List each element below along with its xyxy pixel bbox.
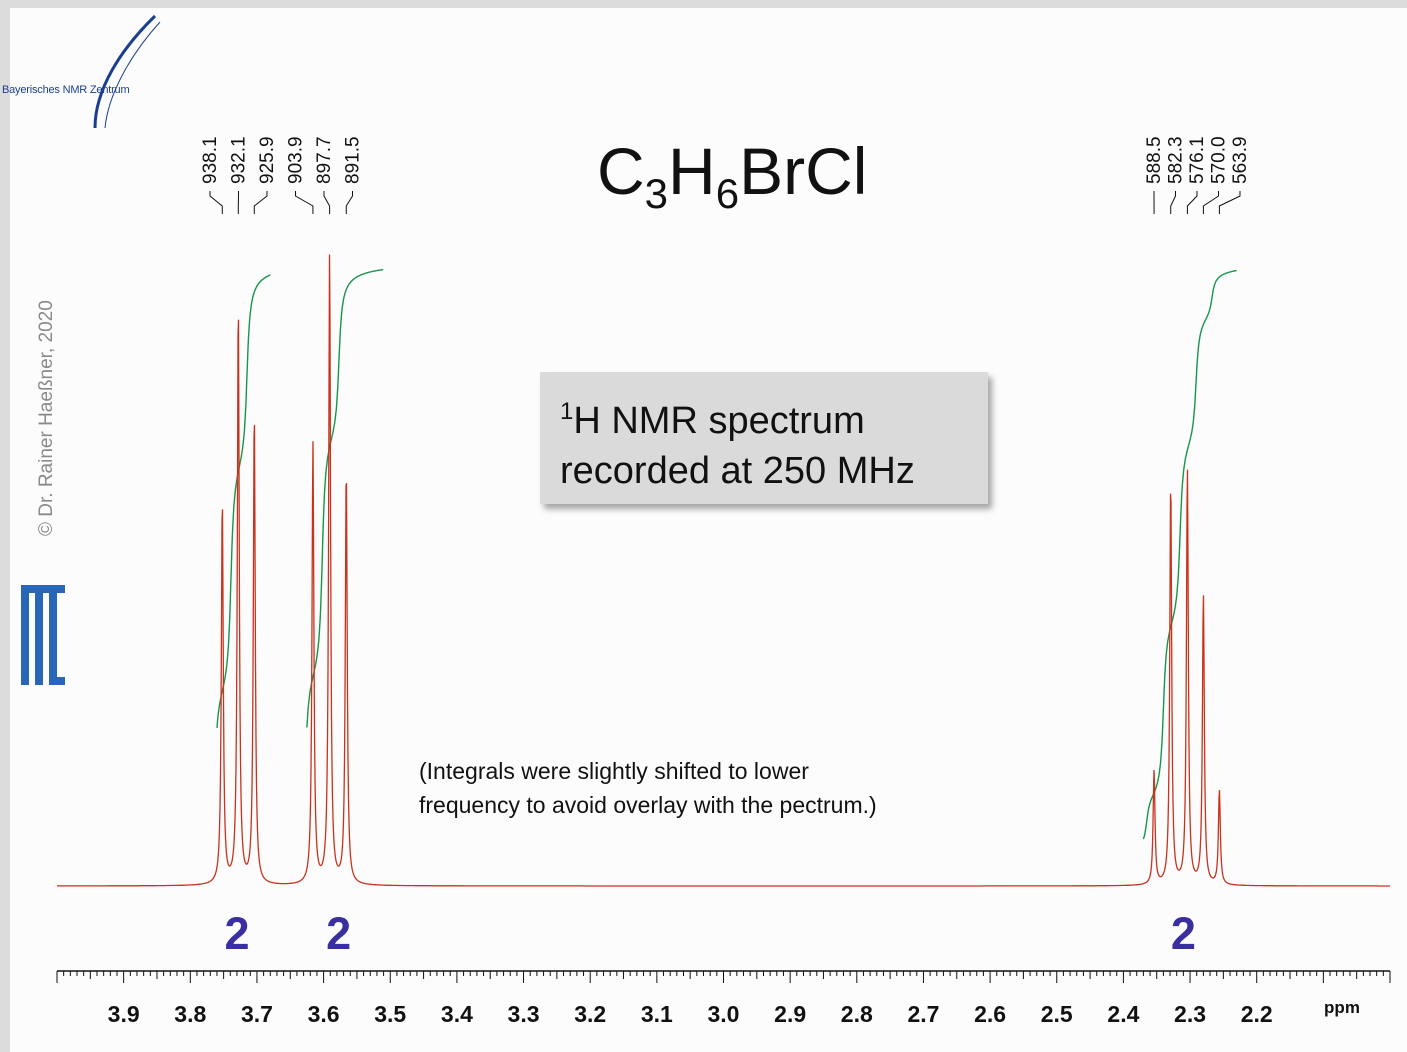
peak-frequency-label: 891.5: [343, 136, 364, 184]
peak-leader-line: [345, 191, 353, 214]
peak-leader-line: [1202, 191, 1219, 214]
peak-frequency-label: 903.9: [286, 136, 307, 184]
x-tick-label: 3.0: [708, 1001, 740, 1027]
x-tick-label: 2.5: [1041, 1001, 1073, 1027]
logo-text: Bayerisches NMR Zentrum: [2, 84, 130, 96]
info-line-1: 1H NMR spectrum: [560, 398, 865, 442]
peak-leader-line: [1186, 191, 1198, 214]
logo-swoosh-icon: [93, 14, 161, 129]
peak-leader-line: [1218, 191, 1241, 214]
peak-frequency-label: 582.3: [1166, 136, 1187, 184]
peak-leader-line: [295, 191, 314, 214]
molecular-formula: C3H6BrCl: [597, 134, 868, 217]
tum-logo-icon: [21, 585, 65, 685]
x-tick-label: 3.5: [374, 1001, 406, 1027]
integral-value-label: 2: [326, 908, 351, 959]
peak-frequency-label: 938.1: [200, 136, 221, 184]
bayerisches-nmr-zentrum-logo: Bayerisches NMR Zentrum: [0, 10, 168, 129]
info-box: 1H NMR spectrum recorded at 250 MHz: [540, 372, 988, 504]
peak-frequency-label: 897.7: [314, 136, 335, 184]
peak-frequency-label: 570.0: [1209, 136, 1230, 184]
x-tick-label: 2.2: [1241, 1001, 1273, 1027]
note-line-2: frequency to avoid overlay with the pect…: [419, 792, 877, 818]
x-tick-label: 2.7: [907, 1001, 939, 1027]
peak-frequency-label: 925.9: [257, 136, 278, 184]
integral-note: (Integrals were slightly shifted to lowe…: [419, 754, 877, 822]
peak-frequency-label: 563.9: [1230, 136, 1251, 184]
x-tick-label: 3.6: [308, 1001, 340, 1027]
integral-value-label: 2: [224, 908, 249, 959]
peak-leader-line: [253, 191, 268, 214]
integral-value-label: 2: [1171, 908, 1196, 959]
peak-leader-line: [209, 191, 223, 214]
integral-curve: [216, 268, 1237, 840]
x-tick-label: 3.7: [241, 1001, 273, 1027]
x-tick-label: 2.3: [1174, 1001, 1206, 1027]
peak-leader-line: [323, 191, 331, 214]
x-tick-label: 3.3: [508, 1001, 540, 1027]
peak-leader-line: [1170, 191, 1176, 214]
note-line-1: (Integrals were slightly shifted to lowe…: [419, 758, 809, 784]
peak-frequency-label: 576.1: [1187, 136, 1208, 184]
peak-frequency-label: 932.1: [229, 136, 250, 184]
spectrum-trace: [57, 254, 1390, 887]
peak-frequency-label: 588.5: [1144, 136, 1165, 184]
x-tick-label: 3.8: [174, 1001, 206, 1027]
x-tick-label: 3.1: [641, 1001, 673, 1027]
x-tick-label: 3.4: [441, 1001, 473, 1027]
slide-background: [10, 8, 1407, 1052]
x-tick-label: 2.8: [841, 1001, 873, 1027]
x-tick-label: 2.9: [774, 1001, 806, 1027]
x-tick-label: 2.6: [974, 1001, 1006, 1027]
x-tick-label: 3.2: [574, 1001, 606, 1027]
x-axis-label: ppm: [1324, 998, 1360, 1017]
x-tick-label: 3.9: [108, 1001, 140, 1027]
info-line-2: recorded at 250 MHz: [560, 450, 915, 492]
x-tick-label: 2.4: [1107, 1001, 1139, 1027]
